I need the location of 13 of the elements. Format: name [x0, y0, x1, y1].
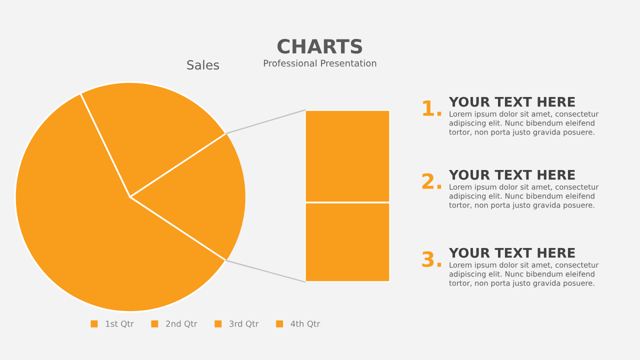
text: 3.: [422, 251, 442, 268]
chart-title: Sales: [187, 60, 220, 70]
text: CHARTS: [277, 38, 362, 54]
legend-label: 1st Qtr: [106, 320, 134, 328]
legend-label: 2nd Qtr: [166, 320, 198, 328]
text: Professional Presentation: [264, 60, 376, 67]
legend-label: 4th Qtr: [290, 320, 320, 328]
text: 2.: [422, 173, 442, 189]
text: YOUR TEXT HERE: [448, 96, 575, 107]
legend-label: 3rd Qtr: [230, 320, 259, 328]
text: 1.: [423, 100, 442, 116]
text: YOUR TEXT HERE: [448, 248, 575, 258]
text: YOUR TEXT HERE: [448, 170, 575, 180]
